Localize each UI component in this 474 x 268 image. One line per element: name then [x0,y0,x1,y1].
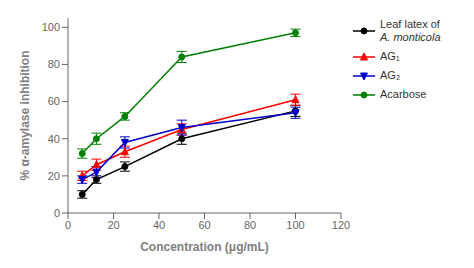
svg-text:80: 80 [244,219,256,231]
svg-text:Concentration (μg/mL): Concentration (μg/mL) [140,240,269,254]
svg-text:0: 0 [54,207,60,219]
svg-text:100: 100 [42,21,60,33]
html-text:A. monticola: A. monticola [380,31,441,43]
svg-text:100: 100 [286,219,304,231]
html-text:Acarbose: Acarbose [380,88,427,100]
html-text:Leaf latex of: Leaf latex of [380,18,440,30]
svg-text:60: 60 [48,95,60,107]
svg-text:80: 80 [48,58,60,70]
svg-text:40: 40 [48,133,60,145]
svg-text:60: 60 [198,219,210,231]
html-text:AG₁: AG₁ [380,50,400,62]
svg-text:40: 40 [153,219,165,231]
svg-text:% α-amylase inhibition: % α-amylase inhibition [18,50,32,180]
svg-text:20: 20 [107,219,119,231]
svg-text:0: 0 [65,219,71,231]
html-text:AG₂: AG₂ [380,69,401,81]
svg-text:120: 120 [332,219,350,231]
svg-text:20: 20 [48,170,60,182]
